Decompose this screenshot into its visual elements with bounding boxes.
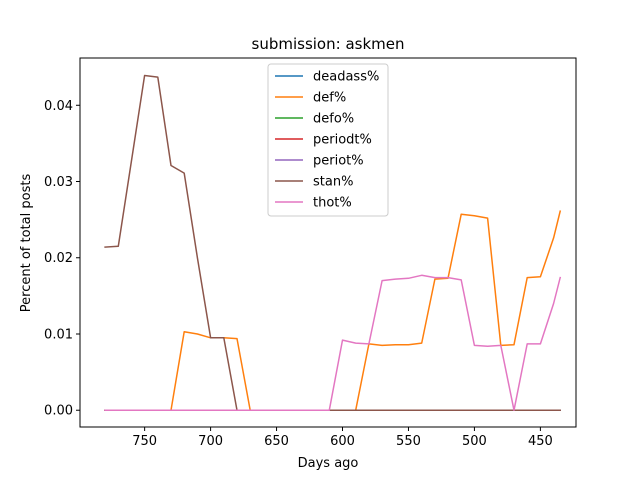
y-tick-label: 0.03	[44, 175, 73, 190]
x-tick-label: 600	[330, 434, 355, 449]
legend-label: periot%	[313, 154, 364, 169]
y-tick-label: 0.01	[44, 327, 73, 342]
legend-label: def%	[313, 91, 346, 106]
series-line-stan	[104, 74, 561, 411]
x-tick-label: 650	[264, 434, 289, 449]
legend-label: stan%	[313, 175, 353, 190]
y-tick-label: 0.04	[44, 99, 73, 114]
legend-box	[267, 63, 389, 217]
chart-title: submission: askmen	[252, 35, 405, 53]
legend-label: defo%	[313, 112, 354, 127]
legend-label: thot%	[313, 196, 352, 211]
legend-label: deadass%	[313, 70, 379, 85]
series-line-def	[104, 210, 562, 411]
x-tick-label: 700	[198, 434, 223, 449]
x-axis-title: Days ago	[298, 456, 359, 471]
series-lines	[104, 74, 562, 411]
series-line-thot	[104, 274, 562, 411]
x-axis: 750 700 650 600 550 500 450	[132, 427, 553, 449]
y-axis-title: Percent of total posts	[19, 174, 34, 313]
x-tick-label: 550	[396, 434, 421, 449]
x-tick-label: 450	[528, 434, 553, 449]
x-tick-label: 750	[132, 434, 157, 449]
y-axis: 0.00 0.01 0.02 0.03 0.04	[44, 99, 80, 419]
y-tick-label: 0.00	[44, 404, 73, 419]
legend: deadass% def% defo% periodt% periot% stan% tho…	[267, 63, 389, 217]
x-tick-label: 500	[462, 434, 487, 449]
legend-label: periodt%	[313, 133, 372, 148]
y-tick-label: 0.02	[44, 251, 73, 266]
plot-border	[79, 57, 577, 428]
